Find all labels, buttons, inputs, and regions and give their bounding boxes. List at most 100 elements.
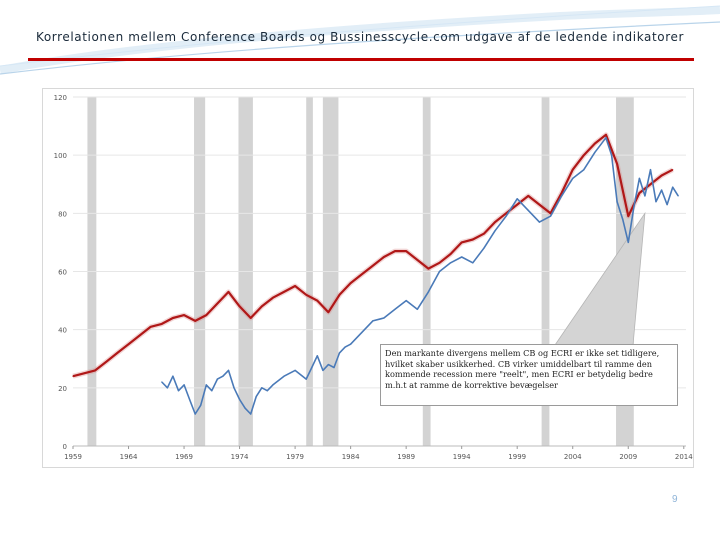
data-point-ecri bbox=[322, 369, 324, 371]
data-point-cb bbox=[116, 352, 118, 354]
data-point-cb bbox=[327, 311, 329, 313]
data-point-ecri bbox=[311, 366, 313, 369]
data-point-cb bbox=[583, 154, 585, 156]
data-point-ecri bbox=[161, 381, 163, 383]
data-point-cb bbox=[483, 233, 485, 235]
data-point-cb bbox=[316, 300, 318, 302]
data-point-cb bbox=[572, 169, 574, 171]
data-point-ecri bbox=[294, 369, 296, 371]
data-point-cb bbox=[538, 204, 540, 206]
data-point-cb bbox=[427, 268, 429, 270]
x-tick-label: 1989 bbox=[397, 453, 415, 461]
data-point-ecri bbox=[266, 390, 268, 392]
data-point-ecri bbox=[166, 387, 168, 389]
data-point-cb bbox=[227, 291, 230, 293]
data-point-ecri bbox=[611, 154, 613, 156]
x-tick-label: 2009 bbox=[619, 453, 637, 461]
data-point-ecri bbox=[344, 346, 346, 348]
data-point-cb bbox=[627, 215, 629, 217]
x-axis-ticks: 1959 1964 1969 1974 1979 1984 1989 1994 1999 2004… bbox=[64, 446, 693, 461]
data-point-ecri bbox=[361, 332, 363, 334]
data-point-ecri bbox=[244, 407, 246, 409]
data-point-ecri bbox=[250, 413, 252, 415]
data-point-ecri bbox=[649, 169, 652, 171]
x-tick-label: 1999 bbox=[508, 453, 526, 461]
data-point-cb bbox=[616, 163, 618, 165]
y-tick-label: 20 bbox=[58, 385, 67, 393]
data-point-cb bbox=[161, 323, 163, 325]
data-point-ecri bbox=[239, 398, 241, 401]
x-tick-label: 1969 bbox=[175, 453, 193, 461]
data-point-cb bbox=[261, 305, 263, 307]
data-point-ecri bbox=[211, 390, 213, 392]
data-point-ecri bbox=[644, 195, 646, 197]
data-point-ecri bbox=[561, 195, 563, 197]
data-point-ecri bbox=[372, 320, 374, 322]
data-point-ecri bbox=[405, 300, 407, 302]
data-point-cb bbox=[239, 305, 241, 307]
data-point-ecri bbox=[583, 169, 585, 171]
data-point-cb bbox=[361, 273, 363, 275]
data-point-cb bbox=[472, 238, 474, 241]
page-number: 9 bbox=[672, 494, 678, 505]
data-point-cb bbox=[372, 265, 374, 267]
data-point-ecri bbox=[338, 352, 341, 354]
annotation-pointer bbox=[554, 211, 646, 346]
data-point-cb bbox=[150, 326, 152, 328]
series-line-ecri bbox=[161, 136, 679, 415]
x-tick-label: 1994 bbox=[453, 453, 471, 461]
data-point-cb bbox=[561, 192, 563, 194]
data-point-ecri bbox=[305, 378, 307, 380]
data-point-ecri bbox=[572, 177, 574, 179]
data-point-ecri bbox=[527, 209, 529, 211]
data-point-ecri bbox=[261, 387, 263, 389]
data-point-cb bbox=[127, 343, 130, 345]
data-point-ecri bbox=[394, 308, 396, 310]
data-point-cb bbox=[139, 334, 141, 337]
data-point-ecri bbox=[661, 189, 663, 191]
data-point-cb bbox=[416, 259, 418, 261]
data-point-ecri bbox=[594, 151, 596, 153]
line-chart: 0 20 40 60 80 100 120 1959 1964 1969 1974 1979 1984… bbox=[54, 94, 693, 461]
data-point-ecri bbox=[200, 404, 202, 406]
data-point-cb bbox=[394, 250, 396, 252]
x-tick-label: 2004 bbox=[564, 453, 582, 461]
data-point-cb bbox=[250, 317, 252, 319]
data-point-ecri bbox=[538, 221, 540, 223]
data-point-ecri bbox=[327, 364, 329, 366]
y-tick-label: 120 bbox=[54, 94, 67, 102]
data-point-ecri bbox=[194, 413, 196, 415]
data-point-cb bbox=[83, 372, 85, 374]
data-point-cb bbox=[438, 262, 441, 264]
data-point-ecri bbox=[483, 247, 485, 249]
data-point-ecri bbox=[416, 308, 418, 310]
data-point-ecri bbox=[222, 375, 224, 377]
data-point-cb bbox=[405, 250, 407, 252]
x-tick-label: 1984 bbox=[342, 453, 360, 461]
data-point-cb bbox=[450, 253, 452, 255]
data-point-cb bbox=[672, 169, 674, 171]
data-point-cb bbox=[205, 314, 207, 316]
data-point-ecri bbox=[283, 375, 285, 377]
data-point-ecri bbox=[227, 369, 230, 371]
data-point-ecri bbox=[622, 218, 624, 220]
slide-title: Korrelationen mellem Conference Boards o… bbox=[35, 30, 685, 44]
data-series bbox=[72, 132, 679, 415]
data-point-cb bbox=[216, 302, 218, 305]
data-point-cb bbox=[594, 142, 596, 145]
data-point-ecri bbox=[272, 384, 274, 386]
data-point-ecri bbox=[472, 262, 474, 264]
annotation-callout bbox=[554, 211, 646, 346]
data-point-cb bbox=[605, 134, 607, 136]
data-point-ecri bbox=[655, 201, 657, 203]
data-point-cb bbox=[183, 314, 185, 316]
data-point-ecri bbox=[427, 291, 429, 293]
data-point-cb bbox=[194, 320, 196, 322]
title-underline bbox=[28, 58, 694, 61]
data-point-cb bbox=[649, 183, 652, 185]
data-point-cb bbox=[461, 241, 463, 243]
data-point-cb bbox=[105, 361, 107, 363]
data-point-ecri bbox=[616, 201, 618, 203]
data-point-ecri bbox=[638, 177, 641, 179]
data-point-ecri bbox=[677, 195, 679, 197]
